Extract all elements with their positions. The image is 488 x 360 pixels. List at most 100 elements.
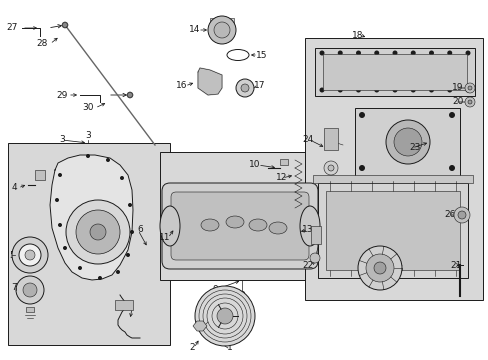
Circle shape xyxy=(337,87,342,93)
Circle shape xyxy=(319,50,324,55)
Polygon shape xyxy=(193,321,206,331)
Polygon shape xyxy=(50,155,133,280)
Circle shape xyxy=(373,50,379,55)
Circle shape xyxy=(393,128,421,156)
Text: 10: 10 xyxy=(249,161,260,170)
Bar xyxy=(312,175,472,183)
Circle shape xyxy=(58,223,62,227)
Text: 16: 16 xyxy=(176,81,187,90)
Circle shape xyxy=(355,87,360,93)
Circle shape xyxy=(467,100,471,104)
Text: 19: 19 xyxy=(451,84,463,93)
Bar xyxy=(323,54,466,90)
Ellipse shape xyxy=(268,222,286,234)
Bar xyxy=(35,170,45,180)
Circle shape xyxy=(207,16,236,44)
Circle shape xyxy=(410,50,415,55)
Circle shape xyxy=(16,276,44,304)
Bar xyxy=(209,18,234,28)
Ellipse shape xyxy=(160,206,180,246)
Circle shape xyxy=(373,262,385,274)
Circle shape xyxy=(373,87,379,93)
Circle shape xyxy=(467,86,471,90)
Circle shape xyxy=(392,50,397,55)
Circle shape xyxy=(126,253,130,257)
Circle shape xyxy=(130,230,134,234)
Text: 23: 23 xyxy=(408,144,420,153)
Circle shape xyxy=(120,176,124,180)
Circle shape xyxy=(447,87,451,93)
Circle shape xyxy=(217,308,232,324)
Text: 22: 22 xyxy=(302,261,313,270)
Ellipse shape xyxy=(201,219,219,231)
Text: 7: 7 xyxy=(11,284,17,292)
Text: 9: 9 xyxy=(239,291,244,300)
Circle shape xyxy=(55,198,59,202)
Circle shape xyxy=(464,83,474,93)
Circle shape xyxy=(76,210,120,254)
Circle shape xyxy=(66,200,130,264)
Circle shape xyxy=(127,93,132,98)
Circle shape xyxy=(324,161,337,175)
Text: 9: 9 xyxy=(212,285,218,294)
Bar xyxy=(310,226,320,244)
Circle shape xyxy=(358,112,364,118)
Bar xyxy=(115,300,133,310)
Circle shape xyxy=(410,87,415,93)
Circle shape xyxy=(319,87,324,93)
Text: 6: 6 xyxy=(137,225,142,234)
Text: 29: 29 xyxy=(56,90,67,99)
Text: 20: 20 xyxy=(451,98,463,107)
Circle shape xyxy=(236,79,253,97)
Circle shape xyxy=(357,246,401,290)
Circle shape xyxy=(58,173,62,177)
Circle shape xyxy=(392,87,397,93)
Circle shape xyxy=(337,50,342,55)
Text: 3: 3 xyxy=(59,135,65,144)
Text: 8: 8 xyxy=(127,303,133,312)
Text: 30: 30 xyxy=(82,104,94,112)
Circle shape xyxy=(448,112,454,118)
Circle shape xyxy=(25,250,35,260)
Circle shape xyxy=(106,158,110,162)
Circle shape xyxy=(309,253,319,263)
Circle shape xyxy=(23,283,37,297)
Circle shape xyxy=(355,50,360,55)
Ellipse shape xyxy=(299,206,319,246)
Text: 24: 24 xyxy=(302,135,313,144)
Circle shape xyxy=(447,50,451,55)
Text: 3: 3 xyxy=(85,131,91,140)
FancyBboxPatch shape xyxy=(162,183,317,269)
Circle shape xyxy=(428,87,433,93)
Bar xyxy=(26,307,34,312)
Circle shape xyxy=(365,254,393,282)
Text: 27: 27 xyxy=(6,23,18,32)
Bar xyxy=(317,183,467,278)
Bar xyxy=(160,152,325,280)
Text: 4: 4 xyxy=(11,184,17,193)
Ellipse shape xyxy=(225,216,244,228)
Text: 2: 2 xyxy=(189,343,194,352)
Circle shape xyxy=(428,50,433,55)
Bar xyxy=(280,159,287,165)
Text: 13: 13 xyxy=(302,225,313,234)
Circle shape xyxy=(327,165,333,171)
FancyBboxPatch shape xyxy=(171,192,308,260)
Circle shape xyxy=(465,50,469,55)
Ellipse shape xyxy=(248,219,266,231)
Circle shape xyxy=(90,224,106,240)
Circle shape xyxy=(385,120,429,164)
Bar xyxy=(354,108,459,176)
Text: 18: 18 xyxy=(351,31,363,40)
Bar xyxy=(314,48,474,96)
Circle shape xyxy=(453,207,469,223)
Text: 17: 17 xyxy=(254,81,265,90)
Circle shape xyxy=(241,84,248,92)
Circle shape xyxy=(19,244,41,266)
Text: 26: 26 xyxy=(444,211,455,220)
Circle shape xyxy=(358,165,364,171)
Text: 5: 5 xyxy=(9,251,15,260)
Circle shape xyxy=(12,237,48,273)
Circle shape xyxy=(86,154,90,158)
Bar xyxy=(325,191,459,270)
